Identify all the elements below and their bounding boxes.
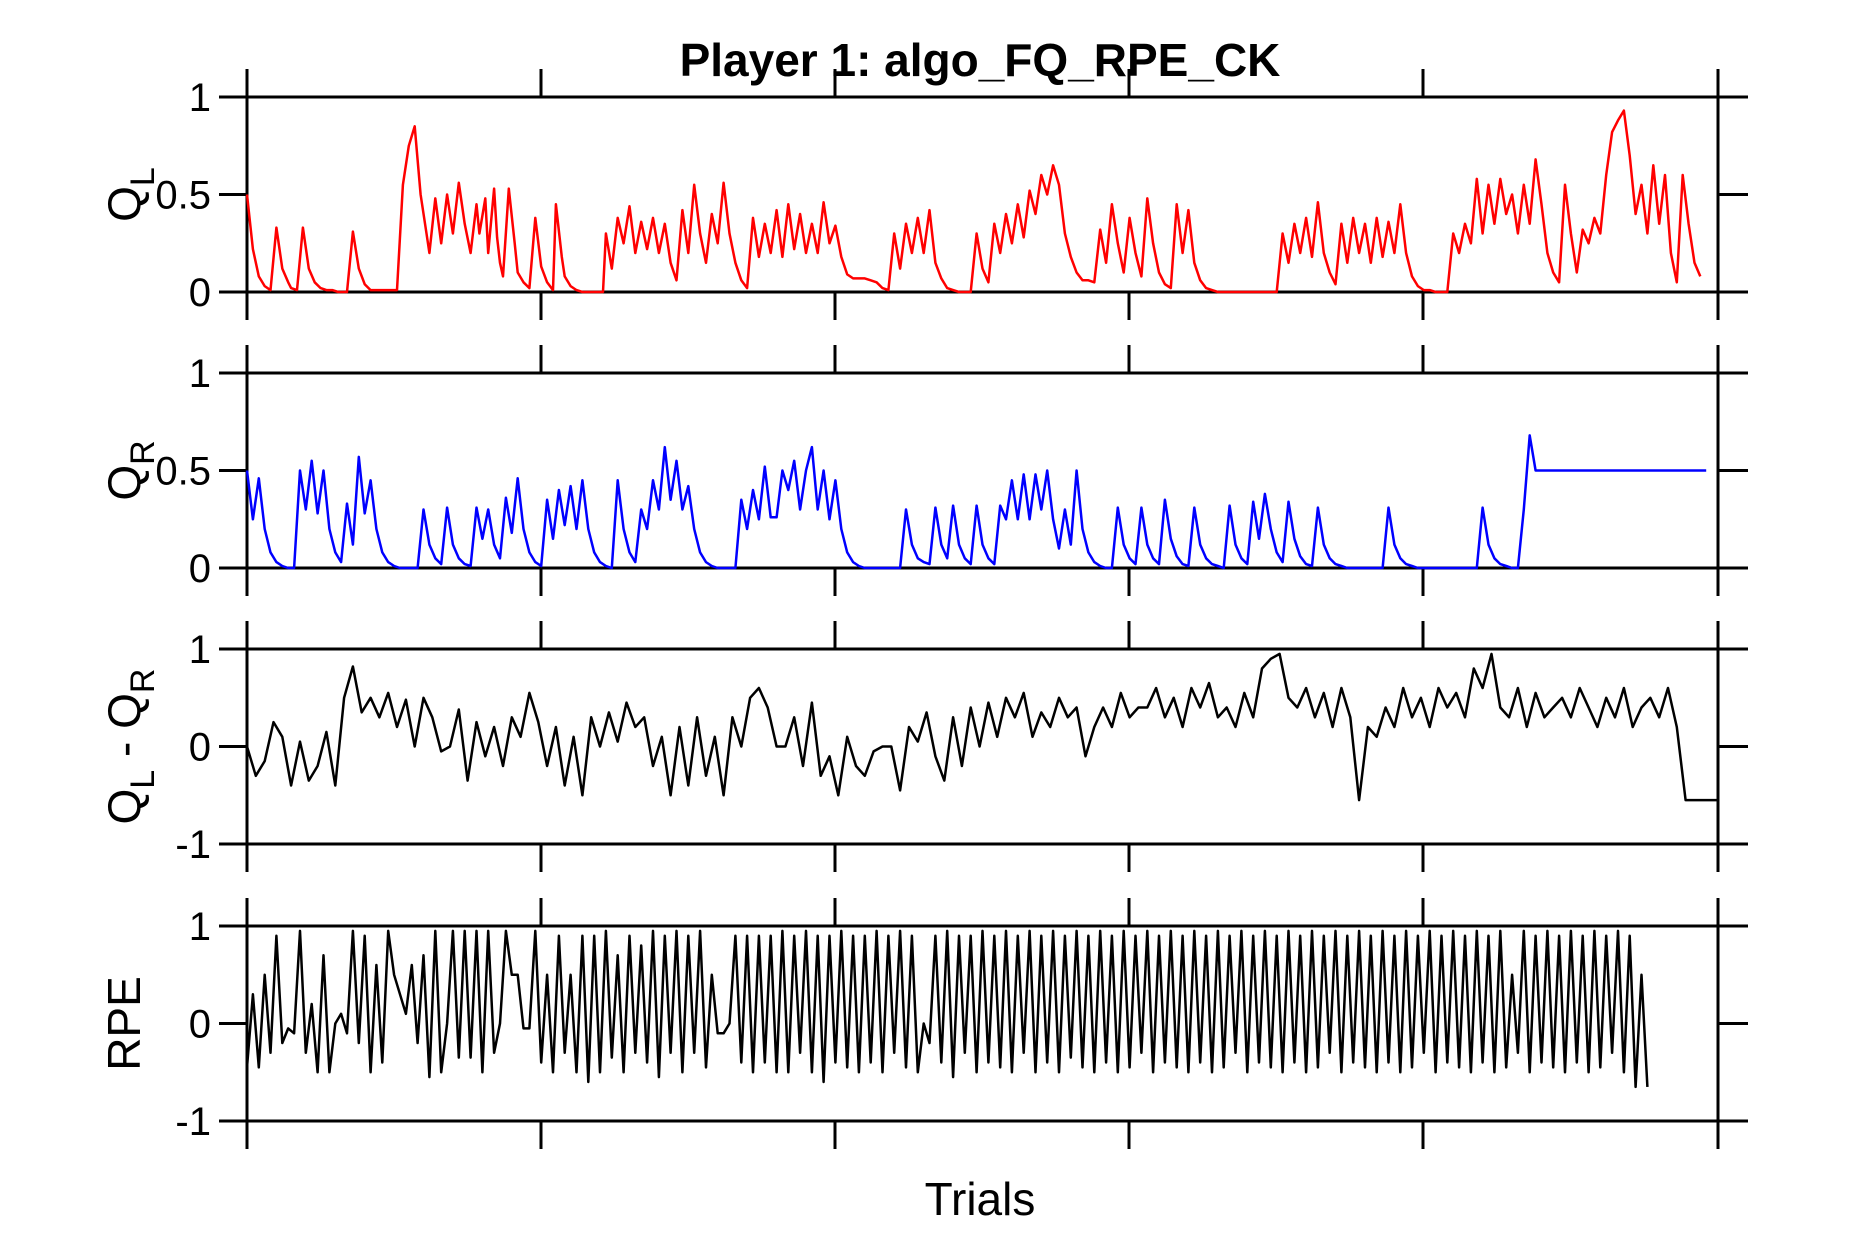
- chart-title: Player 1: algo_FQ_RPE_CK: [680, 34, 1281, 86]
- y-tick-label-diff-0: -1: [175, 823, 211, 867]
- panel-qr: 0 0.5 1 QR: [98, 345, 1748, 596]
- y-tick-label-ql-2: 1: [189, 76, 211, 120]
- y-axis-label-ql: QL: [98, 167, 162, 222]
- y-tick-label-diff-1: 0: [189, 726, 211, 770]
- y-tick-label-rpe-0: -1: [175, 1100, 211, 1144]
- x-axis-label: Trials: [925, 1173, 1036, 1225]
- y-tick-label-qr-2: 1: [189, 352, 211, 396]
- panel-ql: 0 0.5 1 QL: [98, 69, 1748, 320]
- y-tick-label-ql-0: 0: [189, 271, 211, 315]
- y-axis-label-diff: QL - QR: [98, 669, 162, 825]
- series-line-rpe: [245, 929, 1649, 1089]
- y-label-main-ql: Q: [98, 186, 150, 222]
- series-line-qr: [245, 434, 1707, 570]
- y-label-sub-diff: L: [124, 770, 162, 789]
- panel-rpe: -1 0 1 RPE: [98, 898, 1748, 1149]
- y-tick-label-rpe-1: 0: [189, 1003, 211, 1047]
- y-tick-label-qr-0: 0: [189, 547, 211, 591]
- series-line-ql: [245, 109, 1702, 294]
- y-tick-label-rpe-2: 1: [189, 905, 211, 949]
- y-tick-label-diff-2: 1: [189, 628, 211, 672]
- panel-diff: -1 0 1 QL - QR: [98, 621, 1748, 872]
- y-axis-label-qr: QR: [98, 440, 162, 500]
- y-label-main-qr: Q: [98, 465, 150, 501]
- y-label-sub-ql: L: [124, 167, 162, 186]
- y-label-sub2-diff: R: [124, 669, 162, 694]
- y-axis-label-rpe: RPE: [98, 976, 150, 1071]
- y-tick-label-qr-1: 0.5: [155, 450, 211, 494]
- series-line-diff: [245, 652, 1718, 802]
- y-label-main-diff: Q: [98, 789, 150, 825]
- y-label-mid-diff: - Q: [98, 693, 150, 770]
- y-tick-label-ql-1: 0.5: [155, 174, 211, 218]
- y-label-sub-qr: R: [124, 440, 162, 465]
- y-label-main-rpe: RPE: [98, 976, 150, 1071]
